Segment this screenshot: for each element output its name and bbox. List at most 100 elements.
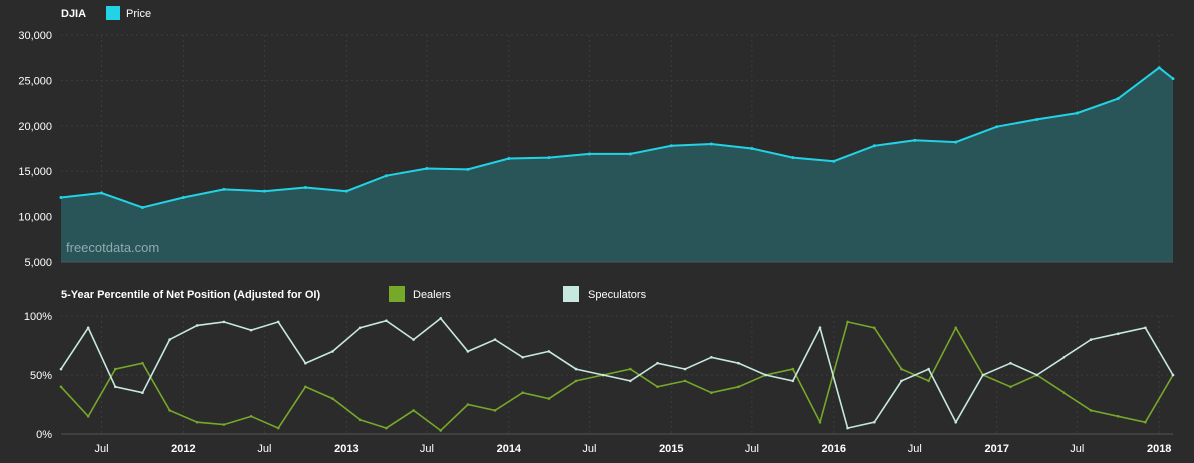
percentile-y-tick-label: 100%	[24, 311, 52, 323]
dealers-point	[574, 379, 578, 383]
dealers-point	[683, 379, 687, 383]
speculators-point	[873, 420, 876, 424]
dealers-point	[521, 391, 524, 395]
price-y-tick-label: 5,000	[24, 257, 52, 269]
dealers-point	[1062, 391, 1066, 395]
dealers-point	[1089, 409, 1093, 412]
x-tick-label: Jul	[582, 443, 596, 455]
speculators-point	[304, 361, 307, 365]
speculators-point	[331, 350, 334, 353]
speculators-point	[927, 367, 930, 371]
price-point	[750, 147, 754, 150]
speculators-point	[818, 326, 822, 330]
speculators-point	[1171, 373, 1175, 377]
price-point	[1157, 66, 1161, 70]
dealers-point	[168, 409, 171, 412]
speculators-point	[521, 356, 524, 359]
speculators-point	[574, 367, 578, 371]
price-point	[872, 144, 876, 148]
dealers-point	[304, 385, 307, 389]
dealers-point	[249, 415, 253, 418]
x-tick-label: Jul	[745, 443, 759, 455]
price-point	[913, 138, 917, 142]
speculators-point	[222, 320, 226, 324]
price-point	[709, 142, 713, 146]
dealers-point	[86, 415, 90, 418]
speculators-legend-label[interactable]: Speculators	[588, 289, 647, 301]
speculators-point	[547, 350, 551, 353]
price-point	[59, 196, 63, 200]
percentile-layer	[59, 317, 1175, 432]
dealers-point	[791, 367, 795, 371]
price-point	[587, 152, 591, 156]
price-y-tick-label: 10,000	[18, 212, 52, 224]
x-tick-label: Jul	[257, 443, 271, 455]
x-tick-label: Jul	[1070, 443, 1084, 455]
speculators-point	[493, 338, 497, 341]
price-point	[140, 206, 144, 210]
dealers-legend-swatch[interactable]	[389, 286, 405, 302]
speculators-legend-swatch[interactable]	[563, 286, 579, 302]
price-y-tick-label: 20,000	[18, 121, 52, 133]
dealers-point	[954, 326, 958, 330]
dealers-legend-label[interactable]: Dealers	[413, 289, 451, 301]
dealers-point	[818, 420, 822, 424]
speculators-point	[629, 379, 632, 383]
dealers-point	[358, 418, 362, 422]
dealers-point	[276, 426, 280, 430]
dealers-point	[466, 403, 470, 406]
price-point	[1171, 77, 1175, 81]
price-point	[507, 156, 511, 160]
price-point	[262, 189, 266, 193]
price-point	[181, 196, 185, 200]
price-point	[1035, 117, 1039, 121]
price-point	[547, 156, 551, 160]
price-point	[791, 156, 795, 160]
x-tick-label: 2015	[659, 443, 683, 455]
dealers-point	[737, 385, 740, 389]
price-y-tick-label: 15,000	[18, 166, 52, 178]
dealers-line[interactable]	[60, 320, 1174, 432]
percentile-y-tick-label: 0%	[36, 429, 52, 441]
price-layer	[59, 66, 1175, 262]
dealers-point	[900, 367, 903, 371]
speculators-point	[737, 361, 740, 365]
price-point	[1116, 97, 1120, 101]
speculators-point	[168, 338, 171, 341]
dealers-point	[59, 385, 63, 389]
axis-layer: Jul 2012 Jul 2013 Jul 2014 Jul 2015 Jul 2016 Jul 20…	[18, 30, 1173, 455]
dealers-point	[1116, 415, 1120, 418]
dealers-point	[141, 361, 144, 365]
dealers-point	[1144, 420, 1147, 424]
dealers-point	[439, 429, 443, 432]
speculators-point	[683, 367, 687, 371]
price-point	[384, 174, 388, 178]
x-tick-label: 2017	[984, 443, 1008, 455]
percentile-chart-title: 5-Year Percentile of Net Position (Adjus…	[61, 289, 320, 301]
dealers-point	[656, 385, 659, 389]
speculators-line[interactable]	[60, 317, 1174, 430]
speculators-point	[466, 350, 470, 353]
price-point	[100, 191, 104, 195]
x-tick-label: 2013	[334, 443, 358, 455]
dealers-point	[873, 326, 876, 330]
dealers-point	[222, 423, 226, 426]
speculators-point	[1035, 373, 1039, 377]
x-tick-label: Jul	[94, 443, 108, 455]
price-y-tick-label: 30,000	[18, 30, 52, 42]
price-legend-label[interactable]: Price	[126, 8, 151, 20]
speculators-point	[1116, 332, 1120, 336]
speculators-point	[59, 367, 63, 371]
speculators-point	[900, 379, 903, 383]
price-point	[303, 186, 307, 190]
speculators-point	[276, 320, 280, 324]
watermark: freecotdata.com	[66, 240, 159, 255]
dealers-point	[846, 320, 849, 324]
dealers-point	[114, 367, 117, 371]
x-tick-label: 2014	[497, 443, 522, 455]
price-legend-swatch[interactable]	[106, 6, 120, 20]
x-tick-label: 2012	[171, 443, 195, 455]
price-point	[832, 159, 836, 163]
